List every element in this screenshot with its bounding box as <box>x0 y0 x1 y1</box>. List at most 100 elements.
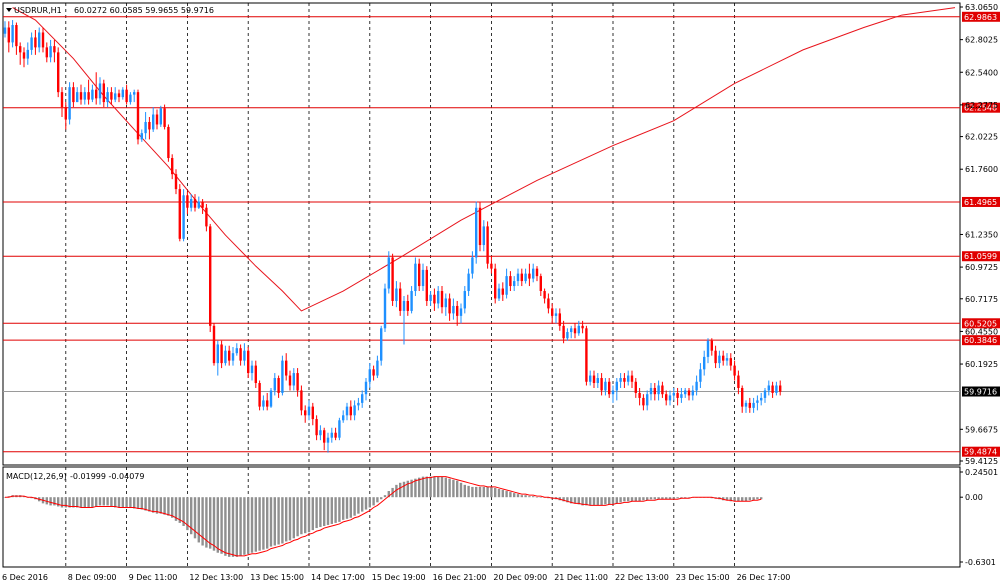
candle-body <box>516 273 520 282</box>
candle-body <box>26 49 29 59</box>
candle-body <box>547 298 550 309</box>
macd-bar <box>186 497 189 531</box>
candle-body <box>748 402 751 408</box>
macd-bar <box>171 497 174 518</box>
macd-bar <box>68 497 71 508</box>
candle-body <box>224 350 227 364</box>
candle-body <box>471 257 474 274</box>
candle-body <box>186 195 189 208</box>
candle-body <box>589 375 592 382</box>
candle-body <box>448 298 451 314</box>
macd-bar <box>414 478 417 498</box>
candle-body <box>19 46 22 53</box>
candle-body <box>345 406 349 416</box>
candle-body <box>98 83 102 99</box>
candle-body <box>402 300 406 311</box>
candle-body <box>459 308 463 316</box>
candle-body <box>494 268 497 299</box>
main-plot-frame <box>2 2 961 466</box>
horizontal-levels[interactable]: 62.9863 62.2548 61.4965 61.0599 60.5205 60.38… <box>3 11 1000 457</box>
macd-bar <box>399 482 402 498</box>
macd-bar <box>216 497 219 553</box>
macd-bar <box>277 497 280 545</box>
macd-bar <box>649 497 653 500</box>
macd-bar <box>646 497 649 501</box>
candle-body <box>505 276 508 295</box>
candle-body <box>573 328 577 334</box>
macd-bar <box>372 497 375 506</box>
candle-body <box>767 385 770 391</box>
macd-bar <box>756 497 759 500</box>
price-tick-label: 60.9725 <box>965 263 998 272</box>
macd-bar <box>520 495 523 498</box>
candles[interactable] <box>3 20 782 453</box>
candle-body <box>551 308 554 316</box>
candle-body <box>532 268 535 279</box>
candle-body <box>91 89 94 100</box>
candle-body <box>421 269 425 287</box>
level-label: 60.3846 <box>964 336 997 345</box>
macd-bar <box>209 497 212 549</box>
macd-bar <box>657 497 660 500</box>
macd-bar <box>235 497 238 557</box>
candle-body <box>665 394 668 401</box>
macd-bar <box>155 497 159 514</box>
candle-body <box>49 46 52 58</box>
candle-body <box>497 288 501 299</box>
time-tick-label: 9 Dec 11:00 <box>129 573 178 582</box>
macd-bar <box>573 497 577 504</box>
macd-bar <box>292 497 295 539</box>
macd-bar <box>387 491 390 498</box>
macd-bar <box>102 497 105 506</box>
candle-body <box>45 47 48 58</box>
macd-bar <box>353 497 356 516</box>
macd-bar <box>342 497 345 520</box>
candle-body <box>649 387 653 395</box>
candle-body <box>83 92 86 100</box>
macd-bar <box>456 480 459 498</box>
candle-body <box>672 392 675 396</box>
candle-body <box>646 394 649 406</box>
macd-tick-label: 0.24501 <box>965 468 998 477</box>
candle-body <box>41 32 45 48</box>
candle-body <box>406 300 409 311</box>
candle-body <box>250 365 254 374</box>
macd-bar <box>581 497 584 506</box>
candle-body <box>326 437 330 443</box>
candle-body <box>710 340 713 351</box>
symbol-label: USDRUR,H1 <box>14 6 62 15</box>
candle-body <box>687 390 691 396</box>
macd-bar <box>159 497 162 514</box>
macd-bar <box>627 497 630 502</box>
candle-body <box>281 360 284 393</box>
candle-body <box>604 381 607 391</box>
macd-bar <box>311 497 314 531</box>
macd-bar <box>148 497 151 512</box>
time-axis: 6 Dec 2016 8 Dec 09:00 9 Dec 11:00 12 Dec 1… <box>2 573 790 582</box>
macd-bar <box>121 497 124 508</box>
macd-bar <box>486 486 489 498</box>
macd-bar <box>494 487 497 498</box>
candle-body <box>657 385 660 395</box>
macd-values: -0.01999 -0.04079 <box>70 472 144 481</box>
macd-bar <box>638 497 641 502</box>
candle-body <box>68 87 71 120</box>
macd-bar <box>224 497 227 556</box>
candle-body <box>600 378 603 391</box>
candle-body <box>760 397 763 401</box>
candle-body <box>744 402 748 407</box>
macd-bar <box>437 476 440 498</box>
candle-body <box>619 378 622 382</box>
macd-bar <box>501 489 504 498</box>
macd-bar <box>368 497 371 508</box>
macd-bar <box>361 497 364 512</box>
macd-bar <box>250 497 254 553</box>
macd-bar <box>505 491 508 498</box>
macd-bar <box>319 497 322 528</box>
candle-body <box>152 114 155 130</box>
macd-bar <box>566 497 569 503</box>
macd-bar <box>421 476 425 498</box>
candle-body <box>482 226 485 246</box>
dropdown-triangle-icon[interactable] <box>6 8 12 12</box>
